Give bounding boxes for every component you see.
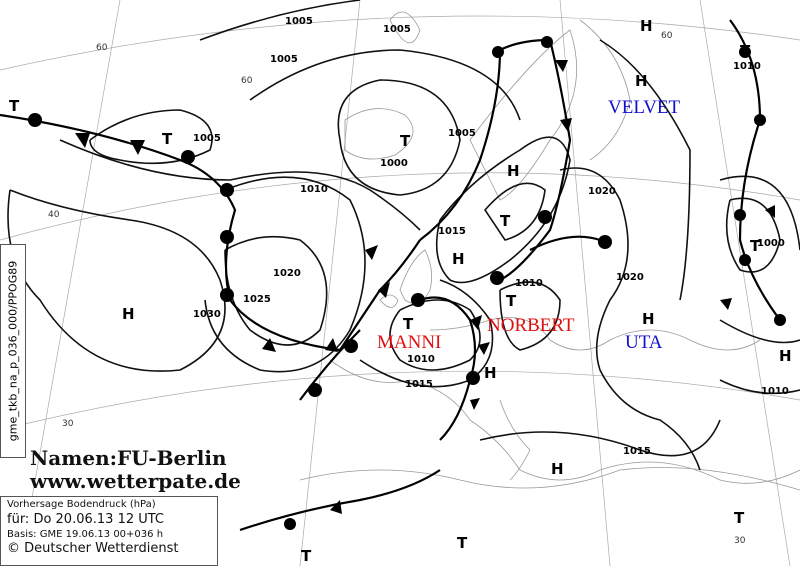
info-box: Vorhersage Bodendruck (hPa) für: Do 20.0…	[0, 496, 218, 566]
low-pressure-label: T	[403, 315, 414, 333]
latitude-label: 40	[48, 210, 60, 220]
credits-names: Namen:FU-Berlin	[30, 446, 227, 470]
high-pressure-label: H	[452, 250, 465, 268]
low-pressure-label: T	[162, 130, 173, 148]
isobar-value: 1005	[383, 24, 411, 35]
info-valid-time: für: Do 20.06.13 12 UTC	[7, 512, 165, 527]
low-pressure-label: T	[740, 42, 751, 60]
isobar-value: 1020	[616, 272, 644, 283]
low-pressure-label: T	[500, 212, 511, 230]
latitude-label: 30	[734, 536, 746, 546]
isobar-value: 1020	[273, 268, 301, 279]
isobar-value: 1005	[285, 16, 313, 27]
system-names: MANNI NORBERT VELVET UTA	[377, 97, 681, 353]
isobar-value: 1005	[270, 54, 298, 65]
high-pressure-label: H	[484, 364, 497, 382]
latitude-labels: 60 60 60 40 30 30	[48, 31, 746, 546]
latitude-label: 30	[62, 419, 74, 429]
isobar-value: 1010	[733, 61, 761, 72]
product-id-box: gme_tkb_na_p_036_000/PPOG89	[0, 244, 26, 458]
system-name-velvet: VELVET	[608, 97, 681, 118]
isobar-value: 1030	[193, 309, 221, 320]
high-pressure-label: H	[640, 17, 653, 35]
isobar-value: 1000	[757, 238, 785, 249]
isobar-value: 1000	[380, 158, 408, 169]
high-pressure-label: H	[551, 460, 564, 478]
high-pressure-label: H	[122, 305, 135, 323]
isobar-value: 1010	[407, 354, 435, 365]
system-name-uta: UTA	[625, 332, 663, 353]
isobar-value: 1020	[588, 186, 616, 197]
isobar-value: 1010	[761, 386, 789, 397]
isobar-value: 1015	[438, 226, 466, 237]
low-pressure-label: T	[457, 534, 468, 552]
pressure-centers: H T H T T T H T H T H T T H H H H T T T	[9, 17, 792, 565]
high-pressure-label: H	[642, 310, 655, 328]
system-name-manni: MANNI	[377, 332, 441, 353]
low-pressure-label: T	[750, 237, 761, 255]
latitude-label: 60	[96, 43, 108, 53]
low-pressure-label: T	[506, 292, 517, 310]
isobars	[7, 0, 800, 471]
isobar-value: 1010	[300, 184, 328, 195]
latitude-label: 60	[241, 76, 253, 86]
credits: Namen:FU-Berlin www.wetterpate.de	[30, 447, 241, 493]
fronts	[0, 19, 786, 532]
high-pressure-label: H	[779, 347, 792, 365]
credits-website: www.wetterpate.de	[30, 469, 241, 493]
high-pressure-label: H	[507, 162, 520, 180]
info-title: Vorhersage Bodendruck (hPa)	[7, 499, 156, 510]
low-pressure-label: T	[9, 97, 20, 115]
isobar-labels: 1005 1005 1005 1005 1005 1000 1010 1015 …	[193, 16, 789, 457]
isobar-value: 1025	[243, 294, 271, 305]
isobar-value: 1015	[405, 379, 433, 390]
latitude-label: 60	[661, 31, 673, 41]
high-pressure-label: H	[635, 72, 648, 90]
info-basis: Basis: GME 19.06.13 00+036 h	[7, 529, 164, 540]
product-id: gme_tkb_na_p_036_000/PPOG89	[6, 260, 20, 442]
system-name-norbert: NORBERT	[487, 315, 575, 336]
isobar-value: 1005	[193, 133, 221, 144]
low-pressure-label: T	[301, 547, 312, 565]
info-copyright: © Deutscher Wetterdienst	[7, 541, 179, 556]
isobar-value: 1005	[448, 128, 476, 139]
low-pressure-label: T	[400, 132, 411, 150]
isobar-value: 1010	[515, 278, 543, 289]
isobar-value: 1015	[623, 446, 651, 457]
low-pressure-label: T	[734, 509, 745, 527]
